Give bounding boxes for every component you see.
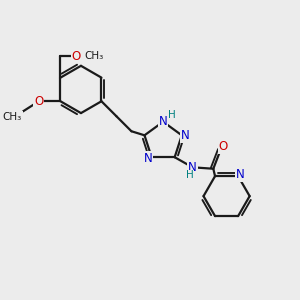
Text: O: O (219, 140, 228, 153)
Text: N: N (144, 152, 152, 165)
Text: O: O (72, 50, 81, 62)
Text: O: O (34, 95, 44, 108)
Text: N: N (188, 161, 197, 174)
Text: N: N (159, 115, 167, 128)
Text: CH₃: CH₃ (84, 51, 103, 61)
Text: CH₃: CH₃ (3, 112, 22, 122)
Text: N: N (181, 129, 190, 142)
Text: H: H (168, 110, 176, 120)
Text: N: N (236, 168, 245, 181)
Text: H: H (186, 170, 194, 180)
